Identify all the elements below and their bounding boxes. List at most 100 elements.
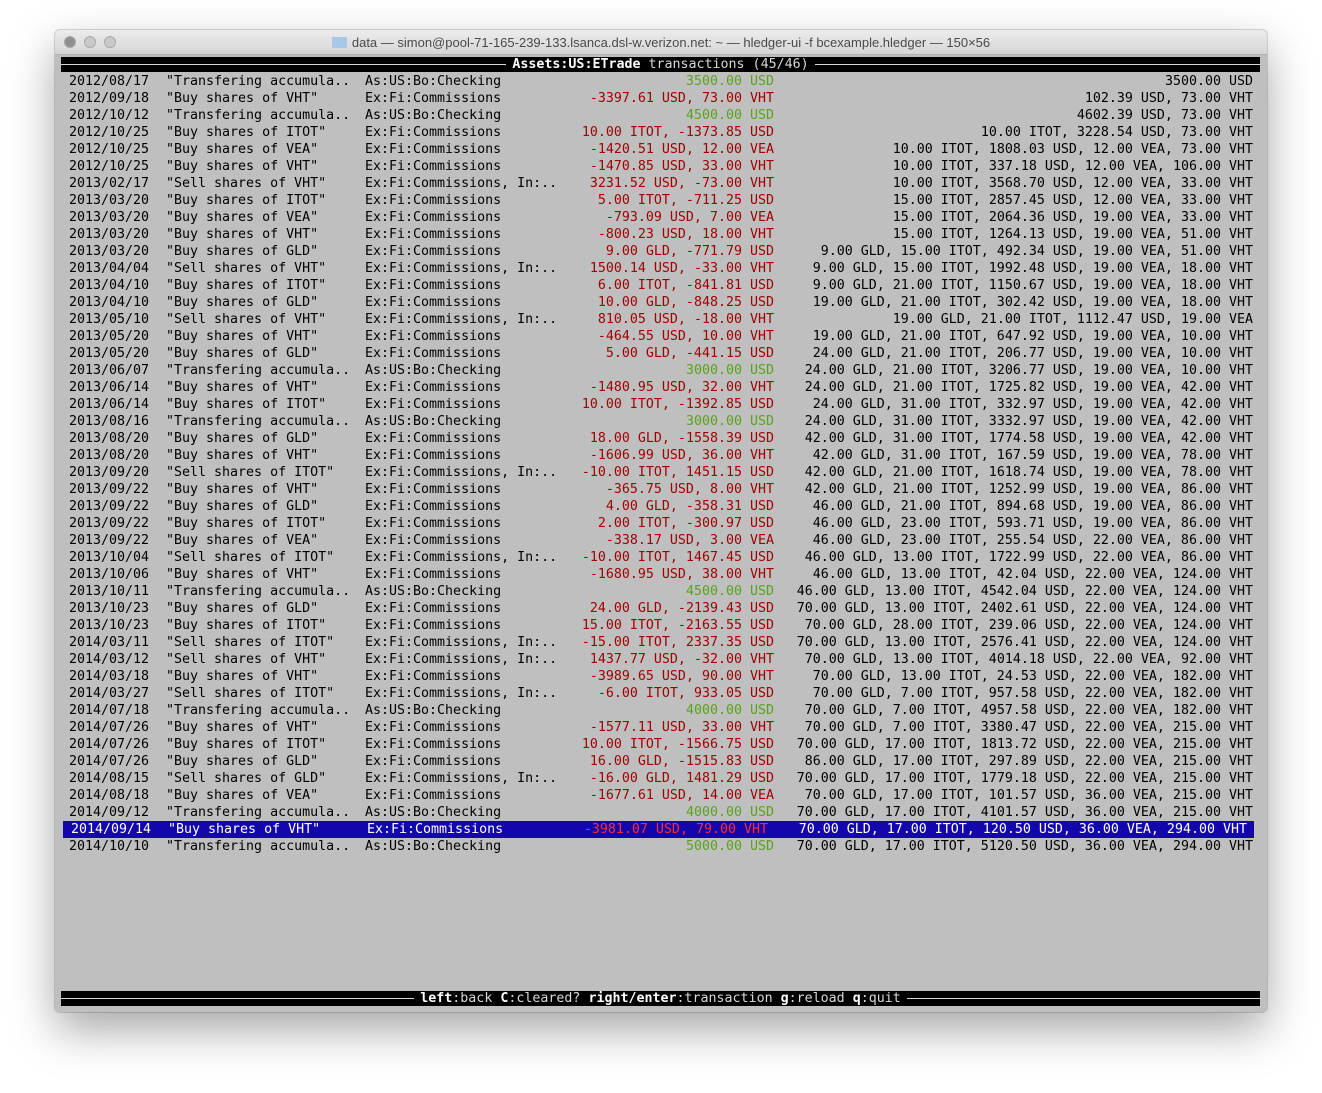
- description-cell: "Buy shares of VEA": [166, 533, 319, 548]
- amount-cell: 4500.00 USD: [685, 584, 774, 599]
- balance-cell: 42.00 GLD, 31.00 ITOT, 167.59 USD, 19.00…: [812, 448, 1253, 463]
- transaction-row[interactable]: 2012/10/25 "Buy shares of VHT" Ex:Fi:Commi…: [61, 158, 1260, 175]
- transaction-row[interactable]: 2013/03/20 "Buy shares of ITOT" Ex:Fi:Comm…: [61, 192, 1260, 209]
- transaction-row[interactable]: 2014/03/11 "Sell shares of ITOT" Ex:Fi:Com…: [61, 634, 1260, 651]
- description-cell: "Buy shares of GLD": [166, 754, 319, 769]
- amount-cell: 4500.00 USD: [685, 108, 774, 123]
- date-cell: 2013/09/22: [69, 499, 150, 514]
- window-title: data — simon@pool-71-165-239-133.lsanca.…: [55, 35, 1267, 50]
- transaction-row-selected[interactable]: 2014/09/14 "Buy shares of VHT" Ex:Fi:Commi…: [63, 821, 1254, 838]
- transaction-row[interactable]: 2013/05/20 "Buy shares of GLD" Ex:Fi:Commi…: [61, 345, 1260, 362]
- transaction-row[interactable]: 2014/03/12 "Sell shares of VHT" Ex:Fi:Comm…: [61, 651, 1260, 668]
- transaction-row[interactable]: 2014/07/18 "Transfering accumula.. As:US:B…: [61, 702, 1260, 719]
- balance-cell: 70.00 GLD, 17.00 ITOT, 4101.57 USD, 36.0…: [796, 805, 1253, 820]
- description-cell: "Buy shares of VEA": [166, 210, 319, 225]
- date-cell: 2013/09/20: [69, 465, 150, 480]
- close-button[interactable]: [64, 36, 76, 48]
- window-title-text: data — simon@pool-71-165-239-133.lsanca.…: [351, 35, 991, 50]
- account-cell: Ex:Fi:Commissions: [365, 380, 502, 395]
- transaction-row[interactable]: 2013/09/20 "Sell shares of ITOT" Ex:Fi:Com…: [61, 464, 1260, 481]
- transaction-row[interactable]: 2013/05/20 "Buy shares of VHT" Ex:Fi:Commi…: [61, 328, 1260, 345]
- account-cell: As:US:Bo:Checking: [365, 805, 502, 820]
- description-cell: "Sell shares of VHT": [166, 312, 327, 327]
- balance-cell: 24.00 GLD, 21.00 ITOT, 3206.77 USD, 19.0…: [804, 363, 1253, 378]
- transaction-row[interactable]: 2013/03/20 "Buy shares of VEA" Ex:Fi:Commi…: [61, 209, 1260, 226]
- transaction-row[interactable]: 2012/08/17 "Transfering accumula.. As:US:B…: [61, 73, 1260, 90]
- account-cell: Ex:Fi:Commissions, In:..: [365, 550, 558, 565]
- transaction-row[interactable]: 2013/09/22 "Buy shares of VHT" Ex:Fi:Commi…: [61, 481, 1260, 498]
- transaction-row[interactable]: 2013/04/10 "Buy shares of GLD" Ex:Fi:Commi…: [61, 294, 1260, 311]
- transaction-row[interactable]: 2012/10/25 "Buy shares of ITOT" Ex:Fi:Comm…: [61, 124, 1260, 141]
- transaction-row[interactable]: 2014/03/18 "Buy shares of VHT" Ex:Fi:Commi…: [61, 668, 1260, 685]
- date-cell: 2014/03/11: [69, 635, 150, 650]
- account-cell: Ex:Fi:Commissions: [365, 159, 502, 174]
- transaction-row[interactable]: 2013/09/22 "Buy shares of ITOT" Ex:Fi:Comm…: [61, 515, 1260, 532]
- transaction-row[interactable]: 2012/10/25 "Buy shares of VEA" Ex:Fi:Commi…: [61, 141, 1260, 158]
- transaction-row[interactable]: 2013/02/17 "Sell shares of VHT" Ex:Fi:Comm…: [61, 175, 1260, 192]
- description-cell: "Buy shares of VHT": [166, 329, 319, 344]
- key-action-label: back: [460, 991, 493, 1006]
- description-cell: "Transfering accumula..: [166, 703, 351, 718]
- transaction-row[interactable]: 2013/08/20 "Buy shares of VHT" Ex:Fi:Commi…: [61, 447, 1260, 464]
- amount-cell: 4000.00 USD: [685, 805, 774, 820]
- transaction-row[interactable]: 2013/08/16 "Transfering accumula.. As:US:B…: [61, 413, 1260, 430]
- account-cell: Ex:Fi:Commissions: [365, 142, 502, 157]
- description-cell: "Buy shares of ITOT": [166, 618, 327, 633]
- date-cell: 2013/09/22: [69, 482, 150, 497]
- amount-cell: -1420.51 USD, 12.00 VEA: [589, 142, 774, 157]
- account-name: Assets:US:ETrade: [512, 57, 641, 72]
- transaction-row[interactable]: 2013/09/22 "Buy shares of VEA" Ex:Fi:Commi…: [61, 532, 1260, 549]
- transaction-row[interactable]: 2013/05/10 "Sell shares of VHT" Ex:Fi:Comm…: [61, 311, 1260, 328]
- transaction-row[interactable]: 2013/06/07 "Transfering accumula.. As:US:B…: [61, 362, 1260, 379]
- transaction-row[interactable]: 2013/10/06 "Buy shares of VHT" Ex:Fi:Commi…: [61, 566, 1260, 583]
- terminal-screen[interactable]: Assets:US:ETrade transactions (45/46) 20…: [61, 55, 1260, 1010]
- transaction-row[interactable]: 2013/10/04 "Sell shares of ITOT" Ex:Fi:Com…: [61, 549, 1260, 566]
- transaction-row[interactable]: 2013/10/23 "Buy shares of GLD" Ex:Fi:Commi…: [61, 600, 1260, 617]
- description-cell: "Buy shares of GLD": [166, 499, 319, 514]
- minimize-button[interactable]: [84, 36, 96, 48]
- transaction-row[interactable]: 2013/06/14 "Buy shares of ITOT" Ex:Fi:Comm…: [61, 396, 1260, 413]
- date-cell: 2013/08/16: [69, 414, 150, 429]
- transaction-row[interactable]: 2013/09/22 "Buy shares of GLD" Ex:Fi:Commi…: [61, 498, 1260, 515]
- zoom-button[interactable]: [104, 36, 116, 48]
- balance-cell: 70.00 GLD, 17.00 ITOT, 1779.18 USD, 22.0…: [796, 771, 1253, 786]
- transaction-row[interactable]: 2013/08/20 "Buy shares of GLD" Ex:Fi:Commi…: [61, 430, 1260, 447]
- transaction-row[interactable]: 2013/10/11 "Transfering accumula.. As:US:B…: [61, 583, 1260, 600]
- balance-cell: 24.00 GLD, 21.00 ITOT, 206.77 USD, 19.00…: [812, 346, 1253, 361]
- amount-cell: -1577.11 USD, 33.00 VHT: [589, 720, 774, 735]
- transaction-row[interactable]: 2014/09/12 "Transfering accumula.. As:US:B…: [61, 804, 1260, 821]
- date-cell: 2014/08/18: [69, 788, 150, 803]
- amount-cell: -10.00 ITOT, 1467.45 USD: [581, 550, 774, 565]
- transaction-row[interactable]: 2012/09/18 "Buy shares of VHT" Ex:Fi:Commi…: [61, 90, 1260, 107]
- key-separator: :: [452, 991, 461, 1006]
- transaction-row[interactable]: 2014/10/10 "Transfering accumula.. As:US:B…: [61, 838, 1260, 855]
- account-cell: As:US:Bo:Checking: [365, 584, 502, 599]
- transaction-row[interactable]: 2014/07/26 "Buy shares of GLD" Ex:Fi:Commi…: [61, 753, 1260, 770]
- transaction-row[interactable]: 2013/04/04 "Sell shares of VHT" Ex:Fi:Comm…: [61, 260, 1260, 277]
- balance-cell: 46.00 GLD, 23.00 ITOT, 255.54 USD, 22.00…: [812, 533, 1253, 548]
- description-cell: "Buy shares of GLD": [166, 346, 319, 361]
- amount-cell: 3500.00 USD: [685, 74, 774, 89]
- transaction-row[interactable]: 2013/03/20 "Buy shares of VHT" Ex:Fi:Commi…: [61, 226, 1260, 243]
- transaction-row[interactable]: 2014/03/27 "Sell shares of ITOT" Ex:Fi:Com…: [61, 685, 1260, 702]
- transaction-row[interactable]: 2014/07/26 "Buy shares of VHT" Ex:Fi:Commi…: [61, 719, 1260, 736]
- amount-cell: -464.55 USD, 10.00 VHT: [597, 329, 774, 344]
- transaction-row[interactable]: 2014/08/18 "Buy shares of VEA" Ex:Fi:Commi…: [61, 787, 1260, 804]
- amount-cell: 3000.00 USD: [685, 363, 774, 378]
- transaction-row[interactable]: 2014/08/15 "Sell shares of GLD" Ex:Fi:Comm…: [61, 770, 1260, 787]
- transaction-row[interactable]: 2013/04/10 "Buy shares of ITOT" Ex:Fi:Comm…: [61, 277, 1260, 294]
- amount-cell: 10.00 ITOT, -1566.75 USD: [581, 737, 774, 752]
- transaction-row[interactable]: 2013/03/20 "Buy shares of GLD" Ex:Fi:Commi…: [61, 243, 1260, 260]
- transaction-row[interactable]: 2014/07/26 "Buy shares of ITOT" Ex:Fi:Comm…: [61, 736, 1260, 753]
- account-cell: Ex:Fi:Commissions, In:..: [365, 312, 558, 327]
- transaction-row[interactable]: 2012/10/12 "Transfering accumula.. As:US:B…: [61, 107, 1260, 124]
- transaction-row[interactable]: 2013/10/23 "Buy shares of ITOT" Ex:Fi:Comm…: [61, 617, 1260, 634]
- transaction-row[interactable]: 2013/06/14 "Buy shares of VHT" Ex:Fi:Commi…: [61, 379, 1260, 396]
- account-cell: Ex:Fi:Commissions: [365, 295, 502, 310]
- account-cell: Ex:Fi:Commissions, In:..: [365, 465, 558, 480]
- balance-cell: 102.39 USD, 73.00 VHT: [1084, 91, 1253, 106]
- account-cell: Ex:Fi:Commissions: [365, 567, 502, 582]
- balance-cell: 15.00 ITOT, 2064.36 USD, 19.00 VEA, 33.0…: [892, 210, 1253, 225]
- amount-cell: -793.09 USD, 7.00 VEA: [605, 210, 774, 225]
- account-cell: Ex:Fi:Commissions: [365, 431, 502, 446]
